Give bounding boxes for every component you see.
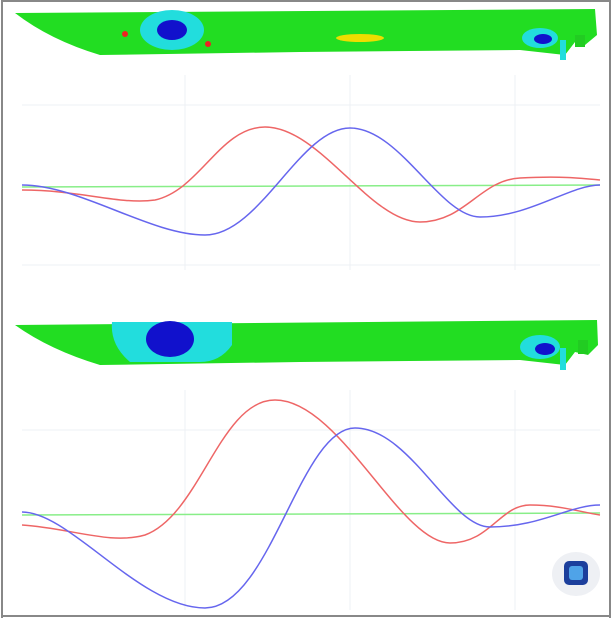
screenshot: [0, 0, 613, 618]
page: [0, 0, 613, 618]
logo: [552, 552, 600, 596]
background: [0, 0, 613, 618]
